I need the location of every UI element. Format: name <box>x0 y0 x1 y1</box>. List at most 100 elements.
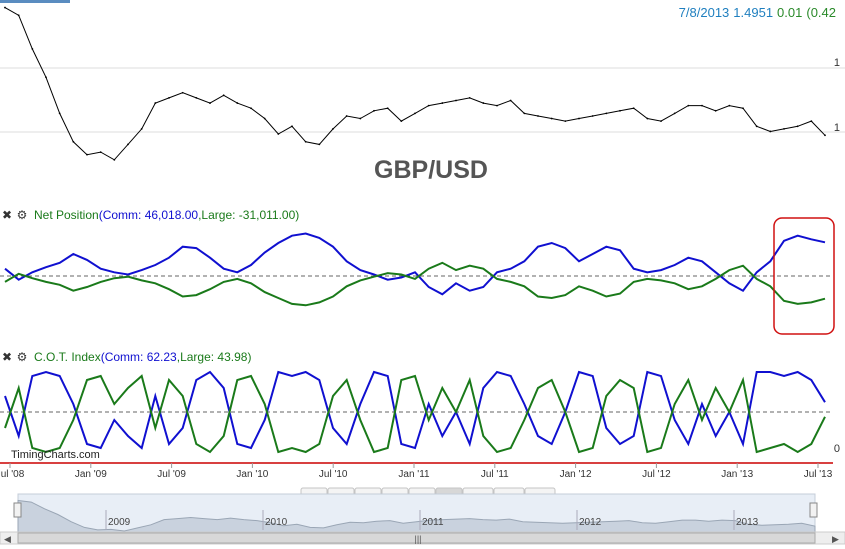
cot-index-panel: ✖ ⚙ C.O.T. Index(Comm: 62.23,Large: 43.9… <box>0 350 840 461</box>
price-point <box>769 130 772 133</box>
price-point <box>140 127 143 130</box>
navigator-year-label: 2010 <box>265 517 288 528</box>
x-tick-label: Jan '11 <box>398 469 430 480</box>
price-point <box>619 109 621 112</box>
price-point <box>386 107 389 110</box>
price-point <box>755 125 758 128</box>
price-point <box>236 102 239 104</box>
price-line <box>4 7 826 161</box>
price-point <box>72 140 75 143</box>
price-point <box>591 115 594 117</box>
price-point <box>550 117 553 120</box>
price-point <box>17 14 20 17</box>
price-point <box>660 120 662 123</box>
price-point <box>332 127 334 130</box>
price-point <box>509 99 512 102</box>
highlight-box <box>773 217 835 335</box>
cot-comm-line <box>4 370 826 450</box>
price-point <box>646 117 649 120</box>
price-y-tick: 1 <box>834 57 840 69</box>
net-series-group <box>4 232 826 307</box>
navigator-right-handle[interactable] <box>809 502 818 518</box>
close-icon[interactable]: ✖ <box>2 208 12 222</box>
price-point <box>742 107 744 110</box>
price-point <box>810 120 813 123</box>
navigator-left-handle[interactable] <box>13 502 22 518</box>
x-tick-label: Jan '09 <box>75 469 107 480</box>
net-large-line <box>4 261 826 307</box>
x-tick-label: Jul '11 <box>481 469 509 480</box>
navigator-series <box>17 499 816 533</box>
price-point <box>482 102 485 104</box>
price-point <box>277 133 280 135</box>
scroll-left-icon[interactable]: ◀ <box>4 534 11 544</box>
price-point <box>701 104 703 107</box>
price-point <box>345 115 348 117</box>
x-tick-label: Jan '13 <box>721 469 753 480</box>
price-point <box>31 47 34 50</box>
price-point <box>564 120 567 123</box>
top-tab[interactable] <box>0 0 70 3</box>
price-point <box>796 125 799 128</box>
scroll-right-icon[interactable]: ▶ <box>832 534 839 544</box>
price-point <box>113 158 116 161</box>
price-point <box>578 117 580 120</box>
price-point <box>58 112 61 115</box>
navigator-year-label: 2013 <box>736 517 759 528</box>
price-point <box>304 140 307 143</box>
cot-large-line <box>4 374 826 454</box>
price-point <box>414 112 416 115</box>
price-point <box>4 6 6 9</box>
price-point <box>99 151 102 153</box>
price-point <box>154 102 157 104</box>
navigator-year-label: 2011 <box>422 517 444 528</box>
gear-icon[interactable]: ⚙ <box>17 208 28 222</box>
scrollbar-thumb[interactable] <box>17 532 816 544</box>
net-comm-line <box>4 232 826 296</box>
x-tick-label: Jan '12 <box>560 469 592 480</box>
x-tick-label: Jul '09 <box>157 469 186 480</box>
price-point <box>714 109 717 112</box>
price-point <box>441 102 444 104</box>
x-tick-label: Jul '08 <box>0 469 25 480</box>
navigator-year-label: 2009 <box>108 517 131 528</box>
navigator-years: 2009 2010 2011 2012 2013 <box>105 510 759 530</box>
navigator-year-label: 2012 <box>579 517 602 528</box>
price-point <box>181 91 184 94</box>
price-readout: 7/8/2013 1.4951 0.01 (0.42 <box>679 5 836 20</box>
cot-index-legend: C.O.T. Index(Comm: 62.23,Large: 43.98) <box>34 350 251 364</box>
price-point <box>400 120 403 123</box>
price-point <box>168 97 170 99</box>
scrollbar-grip-icon: ||| <box>414 534 421 544</box>
price-point <box>359 117 362 120</box>
price-point <box>45 76 47 79</box>
x-tick-label: Jan '10 <box>236 469 268 480</box>
x-ticks-group: Jul '08 Jan '09 Jul '09 Jan '10 Jul '10 Jan '… <box>0 463 833 480</box>
price-point <box>209 102 211 104</box>
price-y-tick: 1 <box>834 122 840 134</box>
price-point <box>263 117 266 120</box>
price-point <box>427 104 430 107</box>
close-icon[interactable]: ✖ <box>2 350 12 364</box>
price-point <box>86 153 88 156</box>
price-point <box>728 104 731 107</box>
price-point <box>250 107 252 110</box>
watermark: TimingCharts.com <box>11 449 100 461</box>
price-point <box>468 97 471 99</box>
price-point <box>195 97 198 99</box>
navigator: 2009 2010 2011 2012 2013 ||| ◀ ▶ <box>0 493 845 545</box>
price-point <box>605 112 608 115</box>
cot-y-tick-zero: 0 <box>834 443 840 455</box>
price-point <box>455 99 457 102</box>
price-point <box>291 125 293 128</box>
price-point <box>673 112 676 115</box>
price-series-group <box>4 6 826 161</box>
price-point <box>222 94 225 97</box>
price-point <box>523 112 526 115</box>
cot-series-group <box>4 370 826 454</box>
price-point <box>537 115 539 117</box>
x-axis: Jul '08 Jan '09 Jul '09 Jan '10 Jul '10 Jan '… <box>0 462 833 480</box>
gear-icon[interactable]: ⚙ <box>17 350 28 364</box>
price-point <box>783 127 785 130</box>
